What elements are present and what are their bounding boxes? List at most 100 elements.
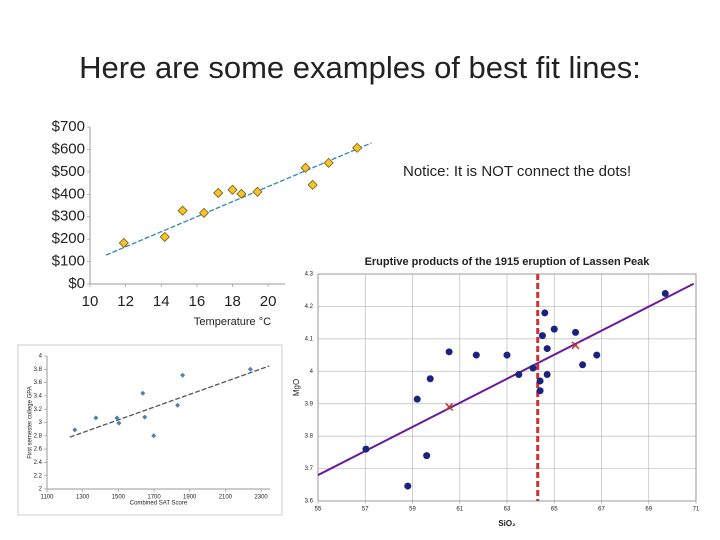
data-point bbox=[140, 390, 146, 396]
x-tick-label: 1500 bbox=[112, 495, 126, 501]
x-tick-label: 2300 bbox=[254, 495, 268, 501]
data-point bbox=[536, 377, 544, 385]
y-tick-label: $400 bbox=[52, 185, 85, 202]
y-tick-label: $700 bbox=[52, 118, 85, 135]
y-tick-label: 3.2 bbox=[34, 407, 43, 413]
data-point bbox=[538, 332, 546, 340]
y-tick-label: 3.8 bbox=[305, 434, 314, 440]
y-tick-label: 4.1 bbox=[305, 336, 314, 342]
y-tick-label: 3 bbox=[39, 420, 43, 426]
data-point bbox=[300, 162, 311, 173]
x-tick-label: 14 bbox=[153, 293, 170, 310]
x-tick-label: 1300 bbox=[76, 495, 90, 501]
y-tick-label: 3.7 bbox=[305, 466, 314, 472]
y-tick-label: 2.8 bbox=[34, 433, 43, 439]
data-point bbox=[423, 452, 431, 460]
data-point bbox=[472, 351, 480, 359]
x-tick-label: 20 bbox=[260, 293, 277, 310]
best-fit-line bbox=[317, 282, 695, 476]
x-tick-label: 2100 bbox=[219, 495, 233, 501]
y-tick-label: 2.4 bbox=[34, 460, 43, 466]
x-tick-label: 12 bbox=[117, 293, 134, 310]
best-fit-line bbox=[105, 142, 372, 256]
x-tick-label: 57 bbox=[362, 507, 369, 513]
y-tick-label: $300 bbox=[52, 208, 85, 225]
data-point bbox=[177, 205, 188, 216]
x-marker bbox=[445, 402, 454, 411]
data-point bbox=[541, 309, 549, 317]
data-point bbox=[116, 420, 122, 426]
data-point bbox=[114, 415, 120, 421]
data-point bbox=[247, 366, 253, 372]
y-tick-label: 4 bbox=[310, 369, 314, 375]
data-point bbox=[543, 371, 551, 379]
notice: Notice: It is NOT connect the dots! bbox=[403, 163, 631, 180]
data-point bbox=[529, 364, 537, 372]
x-tick-label: 61 bbox=[456, 507, 463, 513]
data-point bbox=[661, 289, 669, 297]
data-point bbox=[72, 427, 78, 433]
y-tick-label: 3.6 bbox=[34, 380, 43, 386]
x-tick-label: 69 bbox=[645, 507, 652, 513]
data-point bbox=[579, 361, 587, 369]
x-tick-label: 59 bbox=[409, 507, 416, 513]
chart-title: Eruptive products of the 1915 eruption o… bbox=[365, 256, 651, 268]
data-point bbox=[198, 207, 210, 218]
x-axis-label: Combined SAT Score bbox=[130, 501, 188, 507]
data-point bbox=[572, 328, 580, 336]
data-point bbox=[93, 415, 99, 421]
data-point bbox=[550, 325, 558, 333]
data-point bbox=[503, 351, 511, 359]
data-point bbox=[159, 231, 170, 242]
best-fit-line bbox=[69, 365, 270, 438]
data-point bbox=[151, 433, 157, 439]
x-tick-label: 65 bbox=[551, 507, 558, 513]
data-point bbox=[236, 188, 247, 199]
y-tick-label: 4 bbox=[39, 354, 43, 360]
y-tick-label: $500 bbox=[52, 163, 85, 180]
data-point bbox=[323, 157, 334, 168]
data-point bbox=[352, 142, 363, 153]
data-point bbox=[180, 372, 186, 378]
data-point bbox=[118, 237, 129, 249]
y-tick-label: 2 bbox=[39, 487, 43, 493]
data-point bbox=[142, 414, 148, 420]
data-point bbox=[404, 482, 412, 490]
x-tick-label: 16 bbox=[189, 293, 206, 310]
data-point bbox=[413, 395, 421, 403]
y-tick-label: 3.4 bbox=[34, 393, 43, 399]
y-tick-label: 4.2 bbox=[305, 304, 314, 310]
x-tick-label: 1700 bbox=[147, 495, 161, 501]
data-point bbox=[227, 184, 238, 195]
data-point bbox=[175, 402, 181, 408]
x-tick-label: 55 bbox=[315, 507, 322, 513]
x-tick-label: 67 bbox=[598, 507, 605, 513]
data-point bbox=[515, 371, 523, 379]
x-tick-label: 1100 bbox=[41, 495, 55, 501]
y-tick-label: 4.3 bbox=[305, 272, 314, 278]
y-tick-label: 3.6 bbox=[305, 499, 314, 505]
y-tick-label: 2.2 bbox=[34, 473, 43, 479]
x-axis-label: Temperature °C bbox=[194, 316, 271, 328]
x-marker bbox=[571, 341, 580, 350]
data-point bbox=[445, 348, 453, 356]
x-tick-label: 63 bbox=[504, 507, 511, 513]
y-tick-label: 2.6 bbox=[34, 447, 43, 453]
chart-panel bbox=[285, 255, 720, 540]
y-tick-label: $100 bbox=[52, 253, 85, 270]
y-tick-label: $200 bbox=[52, 230, 85, 247]
y-tick-label: $0 bbox=[68, 275, 85, 292]
y-axis-label: MgO bbox=[292, 379, 301, 396]
data-point bbox=[362, 445, 370, 453]
plot-frame bbox=[317, 273, 697, 502]
data-point bbox=[213, 187, 224, 199]
x-tick-label: 18 bbox=[224, 293, 241, 310]
y-tick-label: $600 bbox=[52, 140, 85, 157]
y-axis-label: First semester college GPA bbox=[28, 386, 34, 459]
data-point bbox=[543, 345, 551, 353]
data-point bbox=[307, 179, 318, 190]
slide-title: Here are some examples of best fit lines… bbox=[79, 50, 641, 85]
y-tick-label: 3.8 bbox=[34, 367, 43, 373]
data-point bbox=[593, 351, 601, 359]
